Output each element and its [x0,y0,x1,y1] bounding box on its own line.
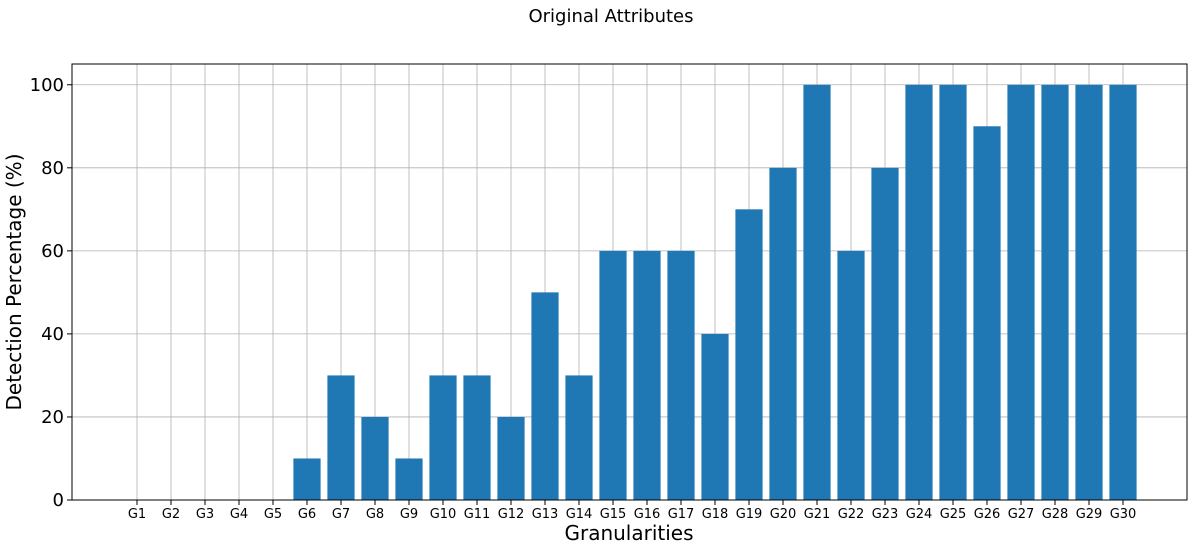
bar-G26 [973,126,1001,501]
bar-G22 [837,250,865,500]
bar-G25 [939,84,967,500]
bar-G28 [1041,84,1069,500]
x-tick-label: G1 [128,507,146,522]
bar-G20 [769,167,797,501]
x-tick-label: G10 [430,507,457,522]
bar-G18 [701,333,729,500]
x-axis-label: Granularities [564,521,693,545]
x-tick-label: G22 [838,507,865,522]
x-tick-label: G4 [230,507,248,522]
bar-G21 [803,84,831,500]
y-tick-label: 60 [41,241,64,262]
bar-G6 [293,458,321,500]
bar-G9 [395,458,423,500]
y-tick-label: 40 [41,324,64,345]
x-tick-label: G19 [736,507,763,522]
bar-G13 [531,292,559,500]
plot-frame [71,63,1188,501]
x-tick-label: G17 [668,507,695,522]
x-tick-label: G3 [196,507,214,522]
y-axis-ticks: 0 20 40 60 80 100 [30,75,72,511]
x-tick-label: G27 [1008,507,1035,522]
x-tick-label: G25 [940,507,967,522]
x-tick-label: G7 [332,507,350,522]
x-tick-label: G30 [1110,507,1137,522]
bar-G30 [1109,84,1137,500]
bars [293,84,1137,501]
bar-G24 [905,84,933,500]
x-tick-label: G20 [770,507,797,522]
x-tick-label: G28 [1042,507,1069,522]
chart-title: Original Attributes [528,6,693,27]
x-tick-label: G23 [872,507,899,522]
x-tick-label: G6 [298,507,316,522]
x-tick-label: G12 [498,507,525,522]
y-axis-label: Detection Percentage (%) [2,154,26,411]
bar-G29 [1075,84,1103,500]
bar-G16 [633,250,661,500]
x-tick-label: G15 [600,507,627,522]
bar-G12 [497,416,525,500]
x-axis-ticks: G1 G2 G3 G4 G5 G6 G7 G8 G9 G10 G11 G12 G13 G14 G15 G16 G… [128,500,1136,522]
x-tick-label: G9 [400,507,418,522]
bar-G14 [565,375,593,500]
x-tick-label: G18 [702,507,729,522]
bar-G15 [599,250,627,500]
x-tick-label: G5 [264,507,282,522]
y-tick-label: 20 [41,407,64,428]
bar-G7 [327,375,355,500]
x-tick-label: G16 [634,507,661,522]
y-tick-label: 0 [53,490,64,511]
bar-G27 [1007,84,1035,500]
bar-G17 [667,250,695,500]
bar-G8 [361,416,389,500]
bar-G11 [463,375,491,500]
x-tick-label: G8 [366,507,384,522]
x-tick-label: G11 [464,507,491,522]
bar-G19 [735,209,763,501]
y-tick-label: 80 [41,158,64,179]
x-tick-label: G2 [162,507,180,522]
x-tick-label: G21 [804,507,831,522]
bar-G23 [871,167,899,501]
x-tick-label: G14 [566,507,593,522]
x-tick-label: G29 [1076,507,1103,522]
y-tick-label: 100 [30,75,64,96]
x-tick-label: G13 [532,507,559,522]
bar-G10 [429,375,457,500]
x-tick-label: G24 [906,507,933,522]
x-tick-label: G26 [974,507,1001,522]
